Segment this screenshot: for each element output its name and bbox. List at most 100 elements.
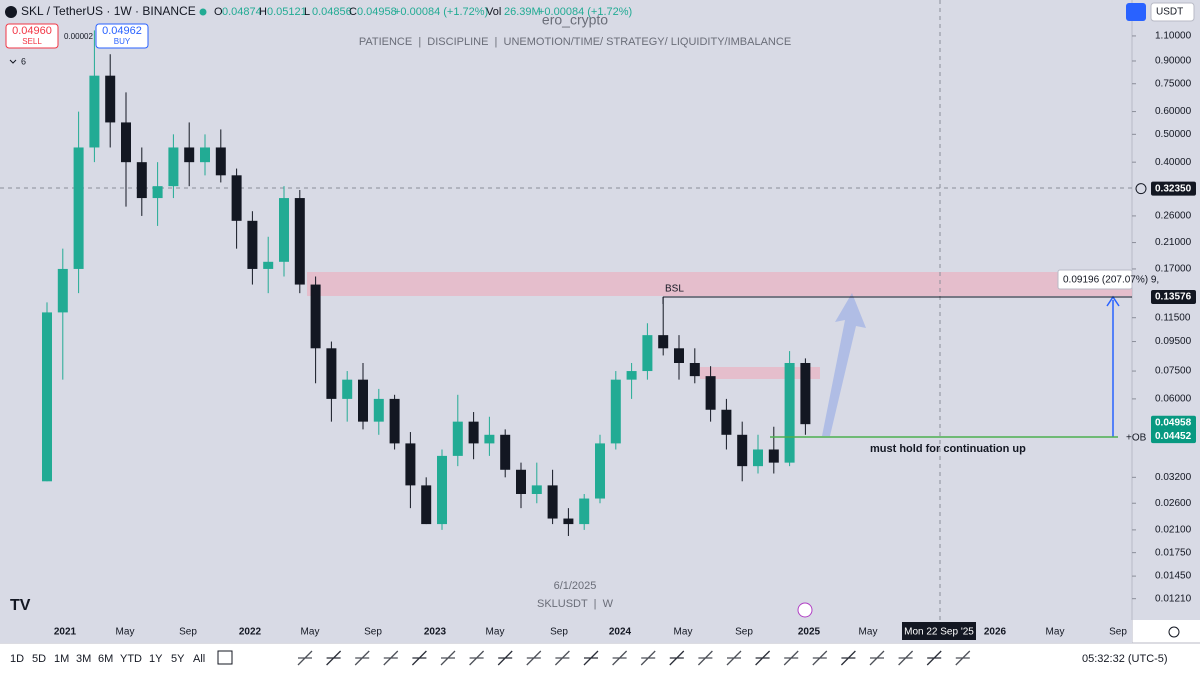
price-tag-label: 0.04452	[1155, 431, 1192, 442]
time-cursor-box	[902, 622, 976, 640]
price-label: 0.03200	[1155, 472, 1192, 483]
candle-body	[184, 147, 195, 163]
drawing-tool[interactable]	[783, 650, 799, 666]
drawing-tool[interactable]	[297, 650, 313, 666]
timeframe[interactable]: 6M	[98, 653, 113, 665]
price-tag	[1151, 181, 1196, 196]
compare-button[interactable]	[1126, 3, 1146, 21]
drawing-tool[interactable]	[326, 650, 342, 666]
candle-body	[674, 348, 684, 363]
clock: 05:32:32 (UTC-5)	[1082, 653, 1168, 665]
candle-body	[73, 147, 84, 269]
settings-icon[interactable]	[1168, 626, 1180, 638]
symbol[interactable]: SKL / TetherUS · 1W · BINANCE	[21, 4, 196, 18]
price-label: 0.09500	[1155, 336, 1192, 347]
drawing-tool[interactable]	[669, 650, 685, 666]
time-label: May	[1046, 627, 1065, 638]
price-label: 0.11500	[1155, 312, 1191, 323]
timeframe[interactable]: All	[193, 653, 205, 665]
drawing-tool[interactable]	[411, 650, 427, 666]
price-label: 0.60000	[1155, 106, 1192, 117]
candle-body	[547, 485, 558, 519]
bsl-label: BSL	[665, 284, 684, 295]
spread: 0.00002	[64, 32, 93, 41]
ohlc-key: O	[214, 6, 223, 18]
ohlc-value: 0.04958	[357, 6, 397, 18]
buy-button[interactable]	[95, 23, 149, 49]
event-icon[interactable]	[797, 602, 813, 618]
time-label: May	[116, 627, 135, 638]
candle-body	[800, 362, 811, 425]
price-label: 0.21000	[1155, 237, 1192, 248]
drawing-tool[interactable]	[583, 650, 599, 666]
price-tag	[1151, 429, 1196, 444]
drawing-tool[interactable]	[440, 650, 456, 666]
candle-body	[326, 348, 337, 399]
drawing-tool[interactable]	[869, 650, 885, 666]
price-label: 0.01450	[1155, 571, 1192, 582]
timeframe[interactable]: 3M	[76, 653, 91, 665]
indicator-toggle[interactable]	[9, 59, 17, 64]
drawing-tool[interactable]	[497, 650, 513, 666]
drawing-tool[interactable]	[812, 650, 828, 666]
candle-body	[279, 198, 289, 262]
measure-label: 0.09196 (207.07%) 9,	[1063, 275, 1159, 286]
price-label: 0.50000	[1155, 129, 1192, 140]
drawing-tool[interactable]	[898, 650, 914, 666]
timeframe[interactable]: YTD	[120, 653, 142, 665]
ohlc-key: C	[349, 6, 357, 18]
drawing-tool[interactable]	[926, 650, 942, 666]
drawing-tool[interactable]	[612, 650, 628, 666]
time-label: Sep	[550, 627, 568, 638]
timeframe[interactable]: 1M	[54, 653, 69, 665]
motto-watermark: PATIENCE | DISCIPLINE | UNEMOTION/TIME/ …	[359, 36, 791, 48]
candle-body	[737, 434, 748, 467]
drawing-tool[interactable]	[526, 650, 542, 666]
currency: USDT	[1156, 7, 1183, 18]
drawing-tool[interactable]	[354, 650, 370, 666]
buy-label: BUY	[114, 37, 131, 46]
currency-button[interactable]	[1150, 2, 1195, 22]
add-alert[interactable]	[1135, 183, 1147, 195]
price-tag-label: 0.04958	[1155, 417, 1192, 428]
candle-body	[626, 371, 637, 380]
drawing-tools	[297, 650, 971, 666]
candle-body	[768, 449, 779, 463]
drawing-tool[interactable]	[554, 650, 570, 666]
timeframe[interactable]: 1Y	[149, 653, 163, 665]
candle-body	[247, 220, 258, 269]
timeframe[interactable]: 1D	[10, 653, 24, 665]
timeframe[interactable]: 5D	[32, 653, 46, 665]
drawing-tool[interactable]	[697, 650, 713, 666]
drawing-tool[interactable]	[955, 650, 971, 666]
drawing-tool[interactable]	[640, 650, 656, 666]
candle-body	[753, 449, 763, 467]
time-label: May	[859, 627, 878, 638]
candle-body	[610, 379, 621, 444]
drawing-tool[interactable]	[755, 650, 771, 666]
time-label: 2026	[984, 627, 1007, 638]
projection-arrow	[822, 293, 866, 436]
symbol-icon	[5, 6, 17, 18]
sell-button[interactable]	[5, 23, 59, 49]
price-label: 0.17000	[1155, 264, 1192, 275]
time-label: May	[301, 627, 320, 638]
candle-body	[405, 443, 416, 486]
timeframe[interactable]: 5Y	[171, 653, 185, 665]
price-label: 0.90000	[1155, 56, 1192, 67]
drawing-tool[interactable]	[469, 650, 485, 666]
price-label: 1.10000	[1155, 31, 1192, 42]
drawing-tool[interactable]	[726, 650, 742, 666]
date-range-icon[interactable]	[217, 650, 233, 665]
drawing-tool[interactable]	[383, 650, 399, 666]
time-label: 2021	[54, 627, 77, 638]
candle-body	[57, 268, 68, 313]
volume: 26.39M	[504, 6, 541, 18]
author-watermark: ero_crypto	[542, 12, 608, 28]
chart-pane	[0, 0, 1132, 620]
candle-body	[231, 175, 242, 221]
candle-body	[89, 75, 100, 148]
drawing-tool[interactable]	[840, 650, 856, 666]
supply-zone	[307, 272, 1132, 296]
